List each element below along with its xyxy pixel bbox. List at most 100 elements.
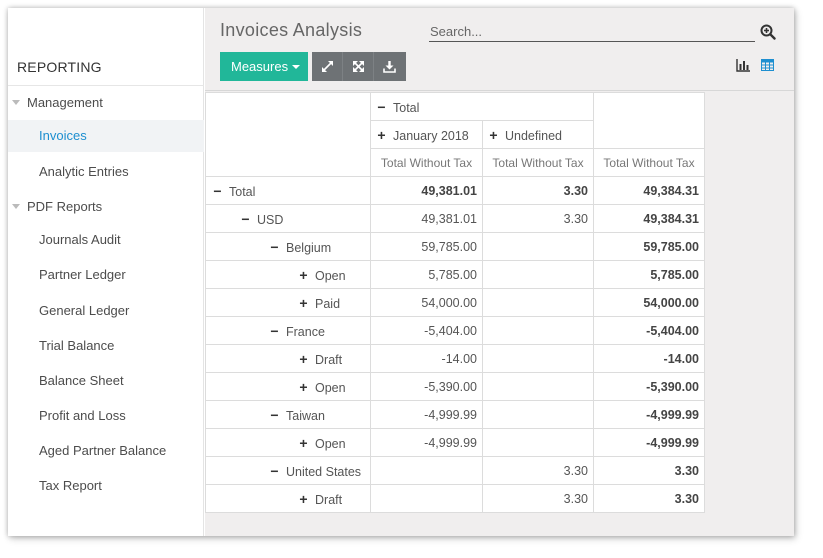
row-header[interactable]: + Open [205,260,371,289]
total-cell[interactable]: -5,390.00 [593,372,705,401]
row-header[interactable]: + Open [205,428,371,457]
value-cell[interactable] [370,484,483,513]
sidebar-group-pdf-reports[interactable]: PDF Reports [8,191,204,223]
table-row: − Taiwan -4,999.99 -4,999.99 [205,400,705,429]
total-cell[interactable]: 54,000.00 [593,288,705,317]
total-cell[interactable]: 3.30 [593,456,705,485]
table-row: + Paid 54,000.00 54,000.00 [205,288,705,317]
table-row: − France -5,404.00 -5,404.00 [205,316,705,345]
sidebar-group-management[interactable]: Management [8,87,204,119]
flip-axis-button[interactable] [312,52,343,81]
sidebar-item-analytic-entries[interactable]: Analytic Entries [8,156,204,188]
search-input[interactable] [429,22,755,42]
value-cell[interactable]: 54,000.00 [370,288,483,317]
total-cell[interactable]: -14.00 [593,344,705,373]
table-row: + Draft 3.30 3.30 [205,484,705,513]
value-cell[interactable]: 59,785.00 [370,232,483,261]
value-cell[interactable]: 5,785.00 [370,260,483,289]
total-cell[interactable]: 5,785.00 [593,260,705,289]
total-cell[interactable]: 3.30 [593,484,705,513]
measure-header[interactable]: Total Without Tax [593,148,705,177]
sidebar-item-label: Journals Audit [39,232,121,247]
sidebar-item-balance-sheet[interactable]: Balance Sheet [8,365,204,397]
pivot-corner [205,92,371,177]
sidebar-item-profit-and-loss[interactable]: Profit and Loss [8,400,204,432]
value-cell[interactable]: 3.30 [482,176,594,205]
sidebar-item-partner-ledger[interactable]: Partner Ledger [8,259,204,291]
col-header-undefined[interactable]: + Undefined [482,120,594,149]
collapse-icon: − [270,322,279,339]
total-cell[interactable]: -4,999.99 [593,428,705,457]
sidebar-item-label: Aged Partner Balance [39,443,167,458]
value-cell[interactable]: 49,381.01 [370,204,483,233]
row-header[interactable]: + Paid [205,288,371,317]
value-cell[interactable] [482,400,594,429]
total-cell[interactable]: 49,384.31 [593,176,705,205]
row-header[interactable]: + Draft [205,484,371,513]
value-cell[interactable] [370,456,483,485]
value-cell[interactable] [482,288,594,317]
col-header-january-2018[interactable]: + January 2018 [370,120,483,149]
value-cell[interactable] [482,344,594,373]
expand-all-button[interactable] [343,52,374,81]
value-cell[interactable]: -4,999.99 [370,400,483,429]
table-row: + Draft -14.00 -14.00 [205,344,705,373]
row-header[interactable]: − Total [205,176,371,205]
value-cell[interactable] [482,316,594,345]
measures-button[interactable]: Measures [220,52,308,81]
value-cell[interactable]: -14.00 [370,344,483,373]
row-header[interactable]: − United States [205,456,371,485]
row-header[interactable]: + Open [205,372,371,401]
download-button[interactable] [374,52,405,81]
col-header-total[interactable]: − Total [370,92,594,121]
value-cell[interactable]: -4,999.99 [370,428,483,457]
bar-chart-icon[interactable] [736,59,750,72]
expand-icon: + [489,126,498,143]
table-icon[interactable] [761,59,774,71]
value-cell[interactable]: -5,404.00 [370,316,483,345]
expand-icon: + [299,266,308,283]
value-cell[interactable] [482,232,594,261]
table-row: − USD 49,381.01 3.30 49,384.31 [205,204,705,233]
row-header-label: Belgium [286,240,332,255]
total-cell[interactable]: 59,785.00 [593,232,705,261]
value-cell[interactable] [482,428,594,457]
value-cell[interactable]: 49,381.01 [370,176,483,205]
value-cell[interactable]: 3.30 [482,484,594,513]
total-cell[interactable]: -4,999.99 [593,400,705,429]
row-header-label: Open [315,436,346,451]
row-header-label: Draft [315,492,343,507]
total-cell[interactable]: -5,404.00 [593,316,705,345]
search-icon[interactable] [760,24,776,40]
measure-header[interactable]: Total Without Tax [370,148,483,177]
sidebar-item-tax-report[interactable]: Tax Report [8,470,204,502]
table-row: + Open -5,390.00 -5,390.00 [205,372,705,401]
row-header[interactable]: + Draft [205,344,371,373]
sidebar-item-trial-balance[interactable]: Trial Balance [8,330,204,362]
caret-down-icon [292,65,301,69]
row-header-label: France [286,324,325,339]
row-header[interactable]: − France [205,316,371,345]
sidebar-item-invoices[interactable]: Invoices [8,120,204,152]
row-header-label: Open [315,380,346,395]
row-header[interactable]: − USD [205,204,371,233]
sidebar-item-journals-audit[interactable]: Journals Audit [8,224,204,256]
app-window: REPORTING Management Invoices Analytic E… [8,8,794,536]
value-cell[interactable]: 3.30 [482,204,594,233]
expand-icon: + [299,294,308,311]
sidebar-item-general-ledger[interactable]: General Ledger [8,295,204,327]
collapse-icon: − [270,406,279,423]
measure-header[interactable]: Total Without Tax [482,148,594,177]
value-cell[interactable]: -5,390.00 [370,372,483,401]
expand-icon: + [299,378,308,395]
caret-down-icon [12,100,20,105]
value-cell[interactable] [482,372,594,401]
row-header[interactable]: − Taiwan [205,400,371,429]
value-cell[interactable]: 3.30 [482,456,594,485]
value-cell[interactable] [482,260,594,289]
total-cell[interactable]: 49,384.31 [593,204,705,233]
download-icon [383,61,396,73]
row-header[interactable]: − Belgium [205,232,371,261]
control-panel: Invoices Analysis Measures [205,8,794,91]
sidebar-item-aged-partner-balance[interactable]: Aged Partner Balance [8,435,204,467]
